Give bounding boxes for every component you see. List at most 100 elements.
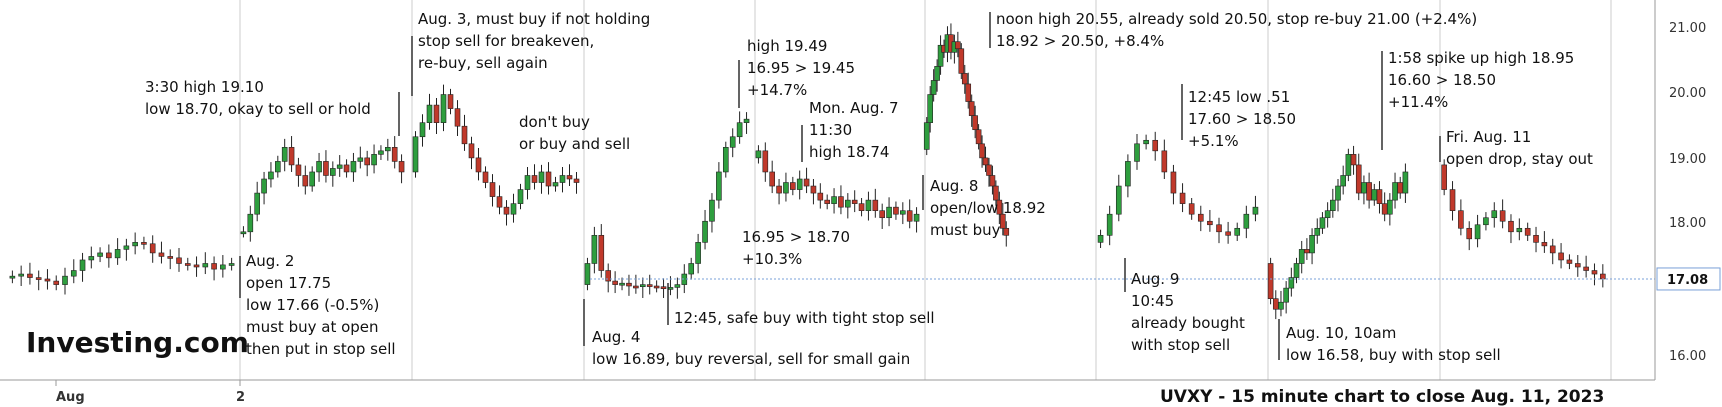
- candle-body: [1143, 139, 1149, 145]
- candle-body: [202, 263, 209, 268]
- candle-body: [88, 256, 95, 261]
- candle-body: [695, 242, 701, 264]
- candle-body: [1541, 242, 1548, 247]
- candle-body: [44, 278, 51, 282]
- candle-body: [1197, 213, 1204, 222]
- candle-body: [1335, 185, 1341, 201]
- candle-body: [1243, 213, 1250, 229]
- candle-body: [937, 44, 944, 67]
- candle-body: [736, 122, 743, 138]
- candle-body: [667, 287, 674, 290]
- candle-body: [184, 263, 191, 266]
- candle-body: [1533, 235, 1539, 243]
- candle-body: [653, 285, 660, 289]
- candle-body: [986, 164, 992, 176]
- candle-body: [573, 178, 580, 183]
- candle-body: [591, 235, 598, 264]
- candle-body: [1314, 227, 1321, 236]
- candle-body: [1097, 235, 1104, 243]
- annotation-text: 12:45 low .51: [1188, 88, 1290, 106]
- candle-body: [167, 256, 174, 259]
- candle-body: [872, 199, 879, 211]
- candle-body: [1566, 259, 1573, 264]
- candle-body: [261, 178, 267, 194]
- candle-body: [53, 280, 60, 285]
- annotation-text: open 17.75: [246, 274, 331, 292]
- annotation-text: +14.7%: [747, 81, 807, 99]
- annotation-text: Fri. Aug. 11: [1446, 128, 1531, 146]
- candle-body: [1376, 189, 1383, 204]
- annotation-text: 10:45: [1131, 292, 1174, 310]
- candle-body: [412, 136, 419, 173]
- annotation-text: open/low 18.92: [930, 199, 1046, 217]
- candle-body: [524, 175, 531, 190]
- candle-body: [993, 185, 999, 201]
- candle-body: [1000, 213, 1006, 229]
- candle-body: [961, 73, 968, 85]
- last-price-box: [1656, 267, 1721, 291]
- candle-body: [538, 171, 545, 183]
- candle-body: [323, 161, 329, 176]
- last-price-label: 17.08: [1667, 273, 1708, 288]
- candle-body: [1549, 245, 1556, 254]
- candle-body: [769, 171, 775, 187]
- candle-body: [228, 263, 235, 266]
- candle-body: [1345, 154, 1352, 176]
- candle-body: [378, 150, 384, 155]
- candle-body: [1591, 270, 1598, 275]
- candle-body: [1272, 298, 1279, 310]
- candle-body: [965, 83, 972, 102]
- candle-body: [975, 129, 982, 145]
- candle-body: [865, 199, 872, 211]
- candle-body: [612, 280, 618, 285]
- candle-body: [1278, 301, 1284, 310]
- candle-body: [1152, 139, 1159, 152]
- candle-body: [545, 171, 552, 187]
- candle-body: [879, 210, 885, 219]
- candle-body: [755, 150, 762, 159]
- annotation-text: 18.92 > 20.50, +8.4%: [996, 32, 1164, 50]
- candle-body: [722, 147, 729, 173]
- candle-body: [247, 213, 254, 233]
- annotation-text: +10.3%: [742, 250, 802, 268]
- candle-body: [598, 235, 605, 271]
- candle-body: [1441, 164, 1447, 190]
- annotation-text: low 17.66 (-0.5%): [246, 296, 379, 314]
- candle-body: [626, 282, 632, 287]
- annotation-text: stop sell for breakeven,: [418, 32, 594, 50]
- candle-body: [913, 213, 920, 222]
- candle-body: [79, 259, 86, 271]
- candle-body: [1491, 210, 1498, 219]
- candle-body: [1350, 154, 1357, 166]
- annotation-text: or buy and sell: [519, 135, 630, 153]
- annotation-text: low 16.58, buy with stop sell: [1286, 346, 1501, 364]
- annotations-layer: Aug. 2 open 17.75 low 17.66 (-0.5%) must bu…: [145, 10, 1593, 368]
- candle-body: [440, 94, 447, 123]
- candle-body: [9, 275, 16, 279]
- candle-body: [923, 122, 930, 150]
- candle-body: [927, 94, 933, 123]
- candle-body: [803, 178, 810, 187]
- candle-body: [619, 282, 625, 286]
- candle-body: [426, 104, 433, 123]
- candle-body: [1600, 273, 1606, 280]
- candle-body: [1216, 224, 1222, 233]
- candle-body: [1283, 287, 1289, 303]
- annotation-text: must buy: [930, 221, 1001, 239]
- candle-body: [1340, 175, 1346, 187]
- candle-body: [1371, 189, 1378, 201]
- candle-body: [851, 199, 858, 204]
- candle-body: [268, 171, 274, 180]
- candle-body: [496, 196, 503, 208]
- candle-body: [743, 118, 750, 123]
- candle-body: [447, 94, 454, 109]
- candle-body: [288, 147, 295, 166]
- candle-body: [158, 252, 165, 257]
- candle-body: [240, 231, 247, 235]
- candle-body: [776, 185, 782, 194]
- candle-body: [461, 125, 468, 145]
- candle-body: [709, 199, 715, 222]
- candle-body: [123, 245, 130, 250]
- candle-body: [838, 196, 844, 208]
- candle-body: [817, 192, 824, 201]
